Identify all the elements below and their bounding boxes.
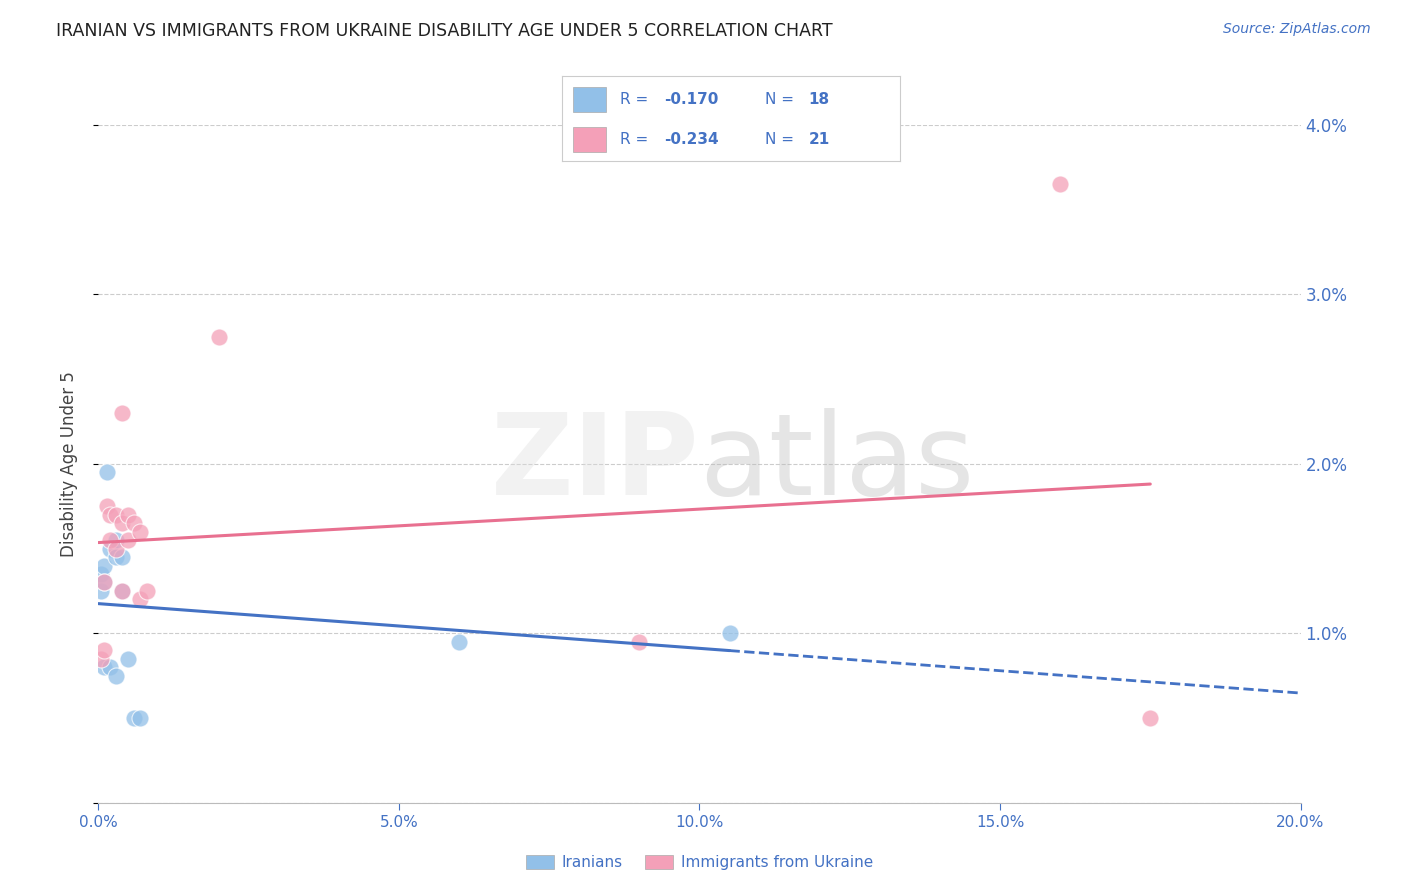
Point [129, 524, 152, 539]
Point [96, 500, 118, 514]
Point [93, 558, 115, 573]
Point [100, 541, 122, 556]
Point [105, 533, 128, 548]
Point [100, 508, 122, 522]
Point [208, 330, 231, 344]
Point [111, 584, 134, 599]
Point [1139, 711, 1161, 725]
Point [124, 516, 146, 530]
Text: IRANIAN VS IMMIGRANTS FROM UKRAINE DISABILITY AGE UNDER 5 CORRELATION CHART: IRANIAN VS IMMIGRANTS FROM UKRAINE DISAB… [56, 22, 832, 40]
Text: N =: N = [765, 132, 799, 147]
Legend: Iranians, Immigrants from Ukraine: Iranians, Immigrants from Ukraine [520, 849, 879, 877]
Point [93, 575, 115, 590]
Point [90, 567, 112, 582]
Bar [572, 127, 606, 152]
Point [718, 626, 741, 640]
Text: N =: N = [765, 92, 799, 107]
Y-axis label: Disability Age Under 5: Disability Age Under 5 [59, 371, 77, 557]
Point [111, 516, 134, 530]
Text: atlas: atlas [700, 409, 974, 519]
Point [90, 584, 112, 599]
Point [105, 541, 128, 556]
Point [111, 584, 134, 599]
Point [105, 508, 128, 522]
Bar [572, 87, 606, 112]
Point [105, 669, 128, 683]
Point [129, 711, 152, 725]
Point [93, 643, 115, 657]
Text: 18: 18 [808, 92, 830, 107]
Point [93, 660, 115, 674]
Text: -0.170: -0.170 [664, 92, 718, 107]
Point [1049, 178, 1071, 192]
Point [124, 711, 146, 725]
Text: -0.234: -0.234 [664, 132, 718, 147]
Point [117, 533, 139, 548]
Point [100, 660, 122, 674]
Point [117, 651, 139, 665]
Text: R =: R = [620, 132, 652, 147]
Text: 21: 21 [808, 132, 830, 147]
Point [96, 466, 118, 480]
Text: ZIP: ZIP [491, 409, 700, 519]
Point [117, 508, 139, 522]
Point [111, 406, 134, 420]
Point [93, 575, 115, 590]
Point [628, 635, 651, 649]
Point [111, 549, 134, 565]
Point [447, 635, 470, 649]
Point [90, 651, 112, 665]
Text: R =: R = [620, 92, 652, 107]
Text: Source: ZipAtlas.com: Source: ZipAtlas.com [1223, 22, 1371, 37]
Point [100, 533, 122, 548]
Point [135, 584, 157, 599]
Point [105, 549, 128, 565]
Point [129, 592, 152, 607]
